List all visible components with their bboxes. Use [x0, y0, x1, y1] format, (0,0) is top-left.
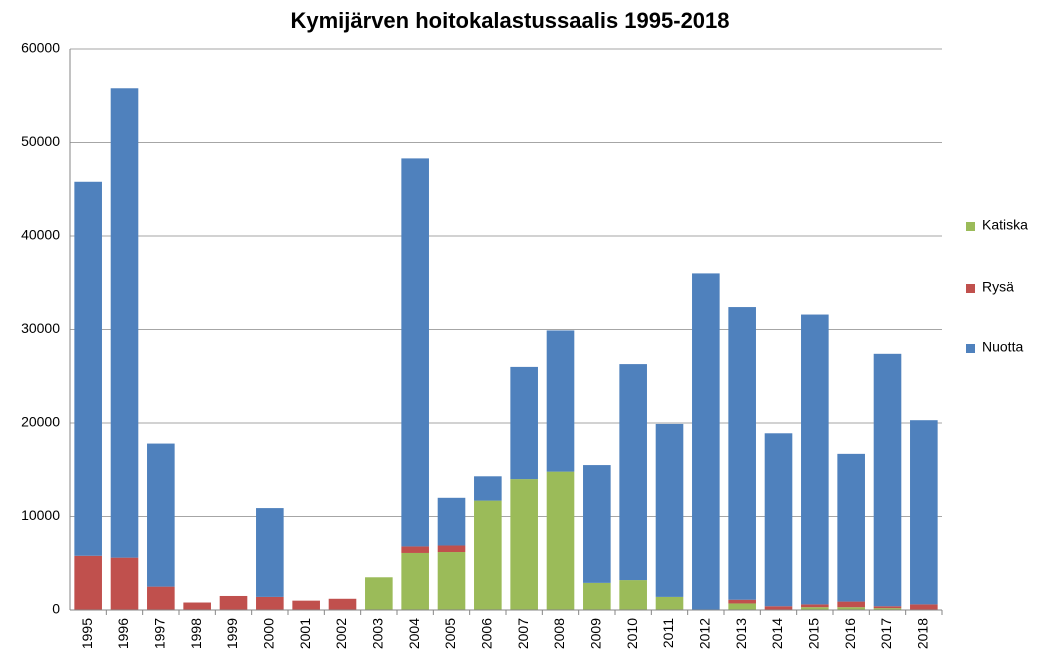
x-tick-label: 2007: [515, 618, 531, 649]
bar-segment: [910, 604, 938, 610]
bar-segment: [292, 600, 320, 610]
bar-segment: [147, 586, 175, 610]
bar-segment: [147, 443, 175, 587]
bar-segment: [583, 465, 611, 583]
x-tick-label: 1995: [79, 618, 95, 649]
x-tick-label: 2004: [406, 618, 422, 649]
x-tick-label: 2013: [733, 618, 749, 649]
x-tick-label: 1998: [188, 618, 204, 649]
x-tick-label: 2015: [806, 618, 822, 649]
bar-segment: [74, 555, 102, 610]
bar-segment: [837, 607, 865, 610]
x-tick-label: 2002: [333, 618, 349, 649]
bar-segment: [110, 557, 139, 610]
chart-title: Kymijärven hoitokalastussaalis 1995-2018: [290, 8, 729, 33]
bar-segment: [401, 158, 429, 547]
bar-segment: [74, 181, 102, 556]
bar-segment: [546, 330, 575, 472]
y-tick-label: 40000: [21, 227, 60, 243]
bar-segment: [328, 598, 357, 610]
y-tick-label: 10000: [21, 507, 60, 523]
bar-segment: [910, 420, 938, 605]
x-tick-label: 2017: [878, 618, 894, 649]
bar-segment: [219, 595, 248, 610]
x-tick-label: 2016: [842, 618, 858, 649]
x-tick-label: 2014: [769, 618, 785, 649]
bar-segment: [764, 606, 793, 610]
bar-segment: [365, 577, 393, 610]
y-tick-label: 20000: [21, 414, 60, 430]
bar-segment: [728, 603, 756, 610]
bar-segment: [728, 307, 756, 600]
bar-segment: [801, 314, 829, 605]
legend-swatch: [966, 284, 975, 293]
bar-segment: [256, 508, 284, 597]
bar-segment: [728, 599, 756, 604]
x-tick-label: 2009: [588, 618, 604, 649]
bar-segment: [474, 500, 502, 610]
bar-segment: [873, 608, 902, 610]
x-tick-label: 1997: [152, 618, 168, 649]
x-tick-label: 2011: [660, 618, 676, 648]
bar-segment: [510, 366, 538, 480]
legend-label: Katiska: [982, 217, 1028, 233]
legend-swatch: [966, 222, 975, 231]
x-tick-label: 1999: [224, 618, 240, 649]
y-tick-label: 0: [52, 601, 60, 617]
x-tick-label: 2000: [261, 618, 277, 649]
bar-segment: [801, 604, 829, 608]
bar-segment: [183, 602, 211, 610]
legend-swatch: [966, 344, 975, 353]
x-tick-label: 1996: [115, 618, 131, 649]
bar-segment: [110, 88, 139, 558]
bar-segment: [619, 364, 647, 581]
bar-segment: [655, 423, 684, 597]
bar-segment: [583, 582, 611, 610]
bar-segment: [837, 453, 865, 602]
bar-segment: [510, 479, 538, 610]
bar-segment: [474, 476, 502, 501]
bar-segment: [692, 273, 720, 610]
x-tick-label: 2012: [697, 618, 713, 649]
bar-segment: [401, 546, 429, 553]
bar-segment: [873, 606, 902, 609]
bar-segment: [837, 601, 865, 608]
bar-segment: [873, 353, 902, 607]
bar-segment: [764, 433, 793, 607]
bar-segment: [619, 580, 647, 610]
legend-label: Rysä: [982, 279, 1014, 295]
y-tick-label: 60000: [21, 40, 60, 56]
x-tick-label: 2001: [297, 618, 313, 649]
bar-segment: [801, 607, 829, 610]
y-tick-label: 50000: [21, 133, 60, 149]
x-tick-label: 2006: [479, 618, 495, 649]
x-tick-label: 2008: [551, 618, 567, 649]
bar-segment: [437, 497, 466, 546]
bar-segment: [546, 471, 575, 610]
bar-segment: [437, 545, 466, 553]
bar-segment: [401, 552, 429, 610]
x-tick-label: 2010: [624, 618, 640, 649]
x-tick-label: 2018: [915, 618, 931, 649]
x-tick-label: 2003: [370, 618, 386, 649]
y-tick-label: 30000: [21, 320, 60, 336]
bar-segment: [655, 596, 684, 610]
x-tick-label: 2005: [442, 618, 458, 649]
bar-segment: [256, 596, 284, 610]
legend-label: Nuotta: [982, 339, 1023, 355]
bar-segment: [437, 552, 466, 610]
